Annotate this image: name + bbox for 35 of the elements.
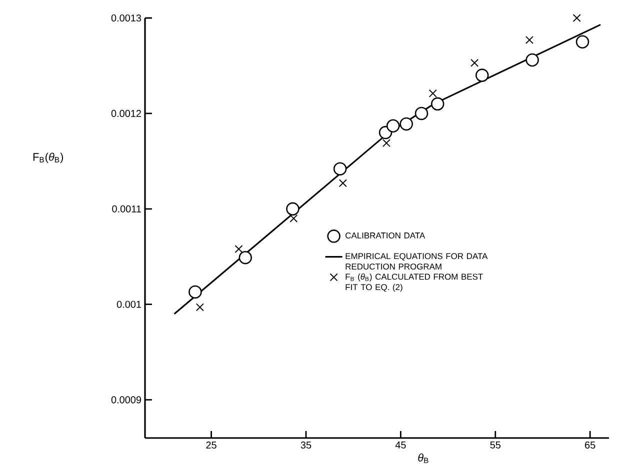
point bbox=[470, 58, 479, 67]
point bbox=[386, 119, 400, 132]
point bbox=[196, 303, 204, 312]
point bbox=[188, 285, 202, 299]
x-tick-label: 65 bbox=[585, 442, 596, 449]
point bbox=[333, 162, 347, 176]
point bbox=[475, 68, 489, 82]
point bbox=[525, 36, 534, 44]
point bbox=[572, 14, 581, 22]
y-tick-label: 0.001 bbox=[116, 300, 141, 308]
point bbox=[338, 179, 347, 188]
y-tick-label: 0.0013 bbox=[111, 14, 142, 22]
y-tick-label: 0.0009 bbox=[111, 396, 142, 404]
point bbox=[238, 250, 252, 264]
x-tick-label: 55 bbox=[490, 442, 500, 448]
point bbox=[576, 35, 590, 48]
y-axis-title: F$_{B}$(θ$_{B}$) bbox=[33, 152, 64, 163]
legend-label: F$_{B}$ (θ$_{B}$) CALCULATED FROM BEST FIT TO EQ. (2) bbox=[346, 273, 483, 292]
x-tick-label: 35 bbox=[300, 442, 312, 449]
point bbox=[290, 214, 298, 222]
point bbox=[414, 106, 428, 120]
point bbox=[526, 53, 539, 67]
point bbox=[428, 89, 437, 98]
point bbox=[234, 244, 243, 254]
point bbox=[286, 202, 300, 216]
y-tick-label: 0.0011 bbox=[112, 205, 141, 212]
legend-label: CALIBRATION DATA bbox=[346, 232, 426, 238]
x-tick-label: 25 bbox=[206, 442, 216, 449]
point bbox=[382, 139, 390, 148]
x-axis-title: θ$_{B}$ bbox=[418, 453, 428, 464]
point bbox=[400, 117, 413, 131]
point bbox=[430, 97, 444, 111]
line-series bbox=[174, 24, 602, 315]
x-tick-label: 45 bbox=[395, 442, 406, 448]
y-tick-label: 0.0012 bbox=[111, 110, 141, 117]
